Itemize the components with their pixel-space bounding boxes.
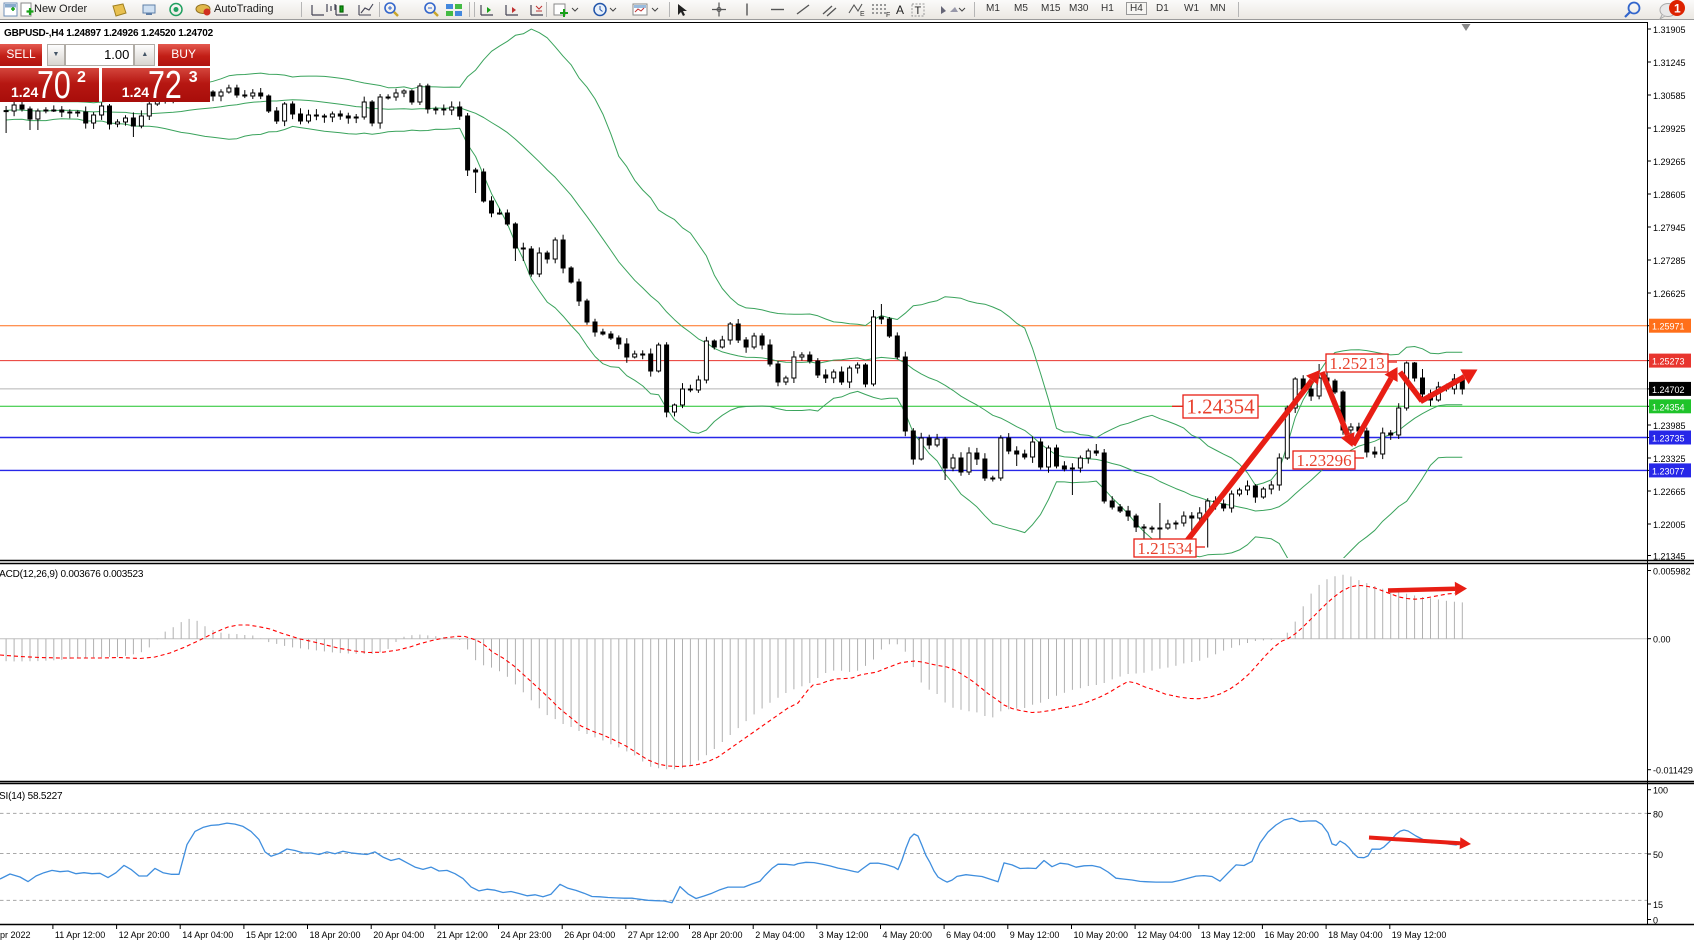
svg-text:6 May 04:00: 6 May 04:00 — [946, 930, 996, 940]
svg-text:1.23296: 1.23296 — [1296, 451, 1351, 470]
svg-text:1.25273: 1.25273 — [1652, 357, 1685, 367]
svg-text:1.23985: 1.23985 — [1653, 421, 1686, 431]
svg-text:50: 50 — [1653, 850, 1663, 860]
svg-text:1.25971: 1.25971 — [1652, 322, 1685, 332]
svg-text:RSI(14) 58.5227: RSI(14) 58.5227 — [0, 791, 63, 802]
svg-text:-0.011429: -0.011429 — [1653, 766, 1693, 776]
svg-text:4 May 20:00: 4 May 20:00 — [883, 930, 933, 940]
svg-text:1.21345: 1.21345 — [1653, 552, 1686, 562]
svg-text:13 May 12:00: 13 May 12:00 — [1201, 930, 1256, 940]
svg-text:16 May 20:00: 16 May 20:00 — [1264, 930, 1319, 940]
svg-text:1.31905: 1.31905 — [1653, 25, 1686, 35]
svg-text:1.26625: 1.26625 — [1653, 289, 1686, 299]
svg-text:pr 2022: pr 2022 — [0, 930, 31, 940]
svg-text:1.27285: 1.27285 — [1653, 256, 1686, 266]
svg-text:9 May 12:00: 9 May 12:00 — [1010, 930, 1060, 940]
svg-text:1.24702: 1.24702 — [1652, 385, 1685, 395]
svg-text:GBPUSD-,H4 1.24897 1.24926 1.: GBPUSD-,H4 1.24897 1.24926 1.24520 1.247… — [4, 28, 214, 39]
svg-text:1.29925: 1.29925 — [1653, 124, 1686, 134]
svg-text:21 Apr 12:00: 21 Apr 12:00 — [437, 930, 488, 940]
svg-text:12 Apr 20:00: 12 Apr 20:00 — [119, 930, 170, 940]
svg-text:E: E — [860, 11, 865, 18]
svg-text:24 Apr 23:00: 24 Apr 23:00 — [501, 930, 552, 940]
svg-text:1.23077: 1.23077 — [1652, 466, 1685, 476]
svg-text:2 May 04:00: 2 May 04:00 — [755, 930, 805, 940]
svg-text:15 Apr 12:00: 15 Apr 12:00 — [246, 930, 297, 940]
svg-text:MACD(12,26,9) 0.003676 0.00352: MACD(12,26,9) 0.003676 0.003523 — [0, 569, 144, 580]
svg-text:20 Apr 04:00: 20 Apr 04:00 — [373, 930, 424, 940]
svg-text:1: 1 — [1674, 2, 1681, 16]
svg-text:0.005982: 0.005982 — [1653, 567, 1691, 577]
svg-text:28 Apr 20:00: 28 Apr 20:00 — [692, 930, 743, 940]
svg-text:0.00: 0.00 — [1653, 635, 1671, 645]
svg-text:1.25213: 1.25213 — [1329, 354, 1384, 373]
svg-text:26 Apr 04:00: 26 Apr 04:00 — [564, 930, 615, 940]
svg-text:1.23325: 1.23325 — [1653, 454, 1686, 464]
svg-text:1.29265: 1.29265 — [1653, 157, 1686, 167]
svg-text:1.22665: 1.22665 — [1653, 487, 1686, 497]
svg-text:1.23735: 1.23735 — [1652, 434, 1685, 444]
svg-text:1.31245: 1.31245 — [1653, 58, 1686, 68]
svg-text:1.24354: 1.24354 — [1652, 402, 1685, 412]
svg-text:14 Apr 04:00: 14 Apr 04:00 — [182, 930, 233, 940]
svg-text:10 May 20:00: 10 May 20:00 — [1074, 930, 1129, 940]
svg-text:18 May 04:00: 18 May 04:00 — [1328, 930, 1383, 940]
svg-text:F: F — [886, 12, 890, 19]
svg-text:A: A — [896, 3, 904, 17]
svg-text:19 May 12:00: 19 May 12:00 — [1392, 930, 1447, 940]
svg-text:100: 100 — [1653, 786, 1668, 796]
svg-text:80: 80 — [1653, 809, 1663, 819]
svg-text:1.30585: 1.30585 — [1653, 91, 1686, 101]
svg-text:15: 15 — [1653, 900, 1663, 910]
svg-text:1.21534: 1.21534 — [1137, 539, 1193, 558]
svg-text:1.27945: 1.27945 — [1653, 223, 1686, 233]
svg-text:1.22005: 1.22005 — [1653, 520, 1686, 530]
svg-text:27 Apr 12:00: 27 Apr 12:00 — [628, 930, 679, 940]
svg-text:3 May 12:00: 3 May 12:00 — [819, 930, 869, 940]
svg-text:11 Apr 12:00: 11 Apr 12:00 — [55, 930, 105, 940]
svg-text:12 May 04:00: 12 May 04:00 — [1137, 930, 1192, 940]
svg-text:18 Apr 20:00: 18 Apr 20:00 — [310, 930, 361, 940]
svg-text:0: 0 — [1653, 916, 1658, 926]
svg-text:1.24354: 1.24354 — [1186, 395, 1255, 419]
svg-text:T: T — [915, 5, 922, 17]
svg-text:1.28605: 1.28605 — [1653, 190, 1686, 200]
